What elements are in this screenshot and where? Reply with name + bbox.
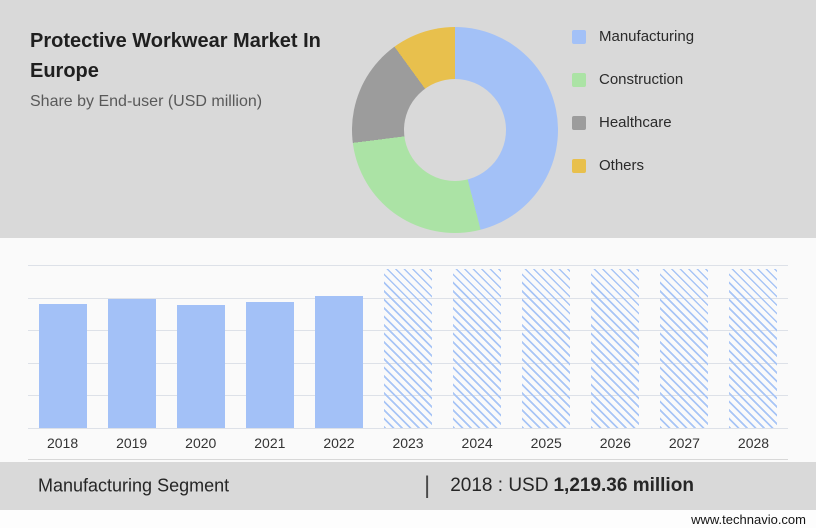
bar-slot-2020 <box>166 265 235 428</box>
legend-item-others: Others <box>572 157 694 174</box>
site-strip: www.technavio.com <box>0 510 816 528</box>
bar-2020 <box>176 305 225 428</box>
forecast-bar-2028 <box>729 269 778 428</box>
bar-series <box>28 265 788 428</box>
bar-slot-2021 <box>235 265 304 428</box>
bar-slot-2027 <box>650 265 719 428</box>
x-axis-label-2020: 2020 <box>185 435 217 451</box>
forecast-bar-2026 <box>591 269 640 428</box>
x-axis-labels: 2018 2019 2020 2021 2022 2023 2024 2025 2026 2027… <box>28 428 788 460</box>
legend-label: Healthcare <box>599 114 672 131</box>
bar-slot-2022 <box>304 265 373 428</box>
legend-label: Construction <box>599 71 684 88</box>
site-url-link[interactable]: www.technavio.com <box>691 511 806 527</box>
legend-item-manufacturing: Manufacturing <box>572 28 694 45</box>
bar-slot-2028 <box>719 265 788 428</box>
donut-hole <box>404 79 506 181</box>
forecast-bar-2027 <box>660 269 709 428</box>
stat-prefix: 2018 : USD <box>450 475 549 496</box>
forecast-bar-2025 <box>522 269 571 428</box>
footer-bar: Manufacturing Segment | 2018 : USD 1,219.… <box>0 462 816 510</box>
bar-2019 <box>107 299 156 428</box>
x-axis-label-2027: 2027 <box>668 435 700 451</box>
title-block: Protective Workwear Market In Europe Sha… <box>30 26 370 111</box>
x-axis-label-2019: 2019 <box>116 435 148 451</box>
page-title-line-1: Protective Workwear Market In <box>30 30 321 52</box>
x-axis-label-2028: 2028 <box>737 435 770 451</box>
x-axis-label-2024: 2024 <box>461 435 493 451</box>
legend-item-healthcare: Healthcare <box>572 114 694 131</box>
bar-slot-2025 <box>512 265 581 428</box>
stat-value: 1,219.36 million <box>553 475 694 496</box>
bar-chart-plot <box>28 265 788 429</box>
legend-swatch-manufacturing <box>572 29 586 44</box>
bar-slot-2026 <box>581 265 650 428</box>
x-axis-label-2023: 2023 <box>392 435 424 451</box>
donut-chart <box>352 27 558 233</box>
bar-slot-2019 <box>97 265 166 428</box>
x-axis-label-2021: 2021 <box>254 435 286 451</box>
bar-chart-section: 2018 2019 2020 2021 2022 2023 2024 2025 2026 2027… <box>0 238 816 462</box>
footer-stat-group: | 2018 : USD 1,219.36 million <box>424 474 694 498</box>
bar-2018 <box>38 304 87 428</box>
x-axis-label-2026: 2026 <box>599 435 631 451</box>
bar-2021 <box>245 302 294 428</box>
page-title-line-2: Europe <box>30 60 99 82</box>
x-axis-label-2018: 2018 <box>46 435 79 451</box>
bar-slot-2023 <box>373 265 442 428</box>
footer-stat: 2018 : USD 1,219.36 million <box>450 475 694 497</box>
legend-swatch-others <box>572 158 586 173</box>
bar-2022 <box>314 296 363 428</box>
gridline <box>28 265 788 266</box>
forecast-bar-2023 <box>384 269 433 428</box>
header-section: Protective Workwear Market In Europe Sha… <box>0 0 816 238</box>
pie-legend: Manufacturing Construction Healthcare Other… <box>572 28 694 174</box>
legend-swatch-construction <box>572 72 586 87</box>
x-axis-label-2025: 2025 <box>530 435 562 451</box>
legend-item-construction: Construction <box>572 71 694 88</box>
bar-slot-2018 <box>28 265 97 428</box>
footer-divider: | <box>424 472 431 499</box>
legend-label: Others <box>599 157 645 174</box>
x-axis-label-2022: 2022 <box>323 435 355 451</box>
legend-label: Manufacturing <box>599 28 695 45</box>
bar-slot-2024 <box>443 265 512 428</box>
legend-swatch-healthcare <box>572 115 586 130</box>
segment-label: Manufacturing Segment <box>38 475 230 496</box>
forecast-bar-2024 <box>453 269 502 428</box>
gridline <box>28 428 788 429</box>
page-subtitle: Share by End-user (USD million) <box>30 93 263 110</box>
